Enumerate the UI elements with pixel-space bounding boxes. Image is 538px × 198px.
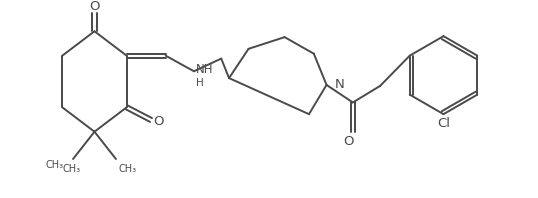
Text: Cl: Cl [437,117,450,130]
Text: O: O [89,0,100,13]
Text: H: H [196,78,203,88]
Text: CH₃: CH₃ [45,160,63,170]
Text: NH: NH [196,63,214,76]
Text: CH₃: CH₃ [118,164,137,174]
Text: CH₃: CH₃ [62,164,80,174]
Text: N: N [334,78,344,91]
Text: O: O [153,115,164,129]
Text: O: O [344,135,354,148]
